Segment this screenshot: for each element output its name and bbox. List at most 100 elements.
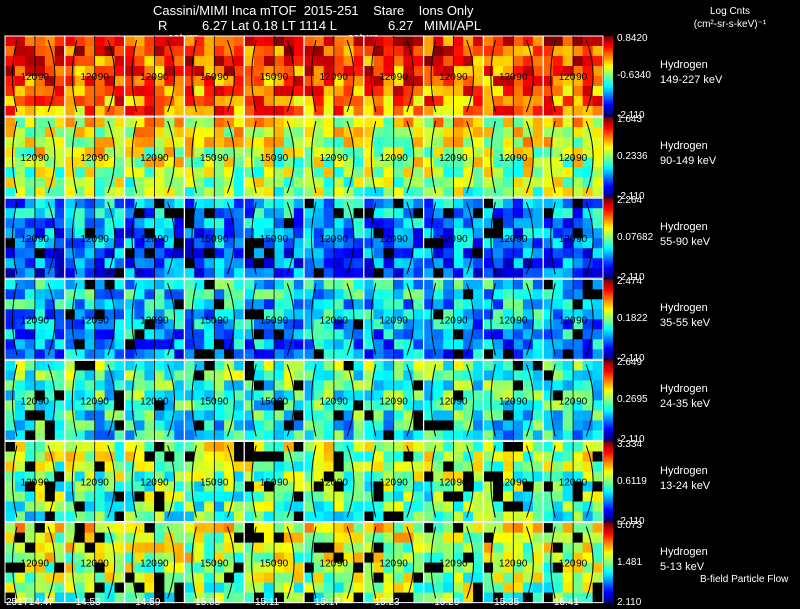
fov-arc [226, 283, 235, 356]
heatmap-cell [64, 279, 76, 290]
heatmap-cell [522, 208, 534, 219]
heatmap-cell [542, 339, 554, 350]
colorbar-segment [604, 200, 613, 203]
heatmap-cell [333, 248, 345, 259]
heatmap-cell [134, 76, 146, 87]
heatmap-cell [293, 532, 305, 544]
heatmap-cell [154, 309, 165, 320]
heatmap-cell [204, 349, 215, 360]
heatmap-cell [54, 319, 66, 330]
heatmap-cell [5, 36, 16, 47]
heatmap-cell [582, 390, 594, 401]
heatmap-cell [114, 441, 126, 453]
heatmap-cell [74, 228, 86, 239]
heatmap-cell [373, 451, 385, 463]
colorbar-segment [604, 560, 613, 564]
fov-arc [585, 526, 594, 599]
heatmap-cell [423, 390, 434, 401]
heatmap-cell [224, 562, 235, 574]
fov-arc [12, 120, 18, 194]
heatmap-cell [84, 380, 96, 391]
heatmap-cell [363, 258, 375, 269]
heatmap-cell [522, 96, 534, 107]
heatmap-cell [413, 198, 424, 209]
heatmap-cell [572, 562, 584, 574]
heatmap-cell [572, 329, 584, 340]
heatmap-cell [164, 167, 175, 178]
heatmap-cell [254, 117, 265, 128]
heatmap-cell [214, 319, 225, 330]
heatmap-cell [463, 157, 474, 168]
frame-label: 120 [379, 396, 396, 407]
heatmap-cell [44, 532, 56, 544]
heatmap-cell [512, 238, 524, 249]
heatmap-cell [493, 380, 504, 391]
heatmap-cell [333, 268, 345, 279]
heatmap-cell [552, 56, 564, 67]
colorbar-segment [604, 108, 613, 111]
heatmap-cell [34, 441, 46, 453]
heatmap-cell [493, 238, 504, 249]
heatmap-cell [343, 441, 355, 453]
heatmap-cell [383, 218, 395, 229]
heatmap-cell [562, 451, 574, 463]
fov-arc [107, 202, 116, 275]
heatmap-cell [224, 420, 235, 431]
heatmap-cell [483, 299, 494, 310]
heatmap-cell [453, 360, 464, 371]
heatmap-cell [74, 137, 86, 148]
heatmap-cell [383, 309, 395, 320]
heatmap-cell [532, 106, 544, 117]
heatmap-cell [134, 380, 146, 391]
heatmap-cell [323, 106, 335, 117]
fov-arc [286, 445, 295, 518]
heatmap-cell [154, 522, 165, 534]
colorbar-segment [604, 357, 613, 360]
heatmap-cell [64, 461, 76, 473]
heatmap-cell [343, 36, 355, 47]
fov-arc [12, 283, 18, 356]
heatmap-cell [64, 198, 76, 209]
heatmap-cell [224, 511, 235, 523]
frame-label: 120 [439, 234, 456, 245]
heatmap-cell [104, 218, 116, 229]
heatmap-cell [154, 491, 165, 503]
heatmap-cell [5, 228, 16, 239]
heatmap-cell [512, 390, 524, 401]
heatmap-cell [463, 238, 474, 249]
heatmap-cell [512, 127, 524, 138]
heatmap-cell [423, 400, 434, 411]
heatmap-cell [333, 127, 345, 138]
heatmap-cell [503, 319, 514, 330]
heatmap-cell [552, 228, 564, 239]
heatmap-cell [383, 592, 395, 604]
colorbar-segment [604, 451, 613, 454]
heatmap-cell [64, 441, 76, 453]
heatmap-cell [512, 441, 524, 453]
heatmap-cell [84, 76, 96, 87]
heatmap-cell [204, 420, 215, 431]
heatmap-cell [224, 532, 235, 544]
colorbar-mid-label: 0.1822 [617, 313, 648, 325]
colorbar-segment [604, 48, 613, 51]
colorbar-max-label: 3.334 [617, 438, 643, 450]
fov-arc [71, 283, 78, 356]
heatmap-cell [224, 410, 235, 421]
heatmap-cell [303, 592, 315, 604]
heatmap-cell [483, 532, 494, 544]
heatmap-cell [423, 329, 434, 340]
heatmap-cell [423, 127, 434, 138]
heatmap-cell [114, 360, 126, 371]
heatmap-cell [393, 117, 404, 128]
heatmap-cell [74, 410, 86, 421]
heatmap-cell [293, 572, 305, 584]
heatmap-cell [84, 117, 96, 128]
heatmap-cell [443, 481, 454, 493]
heatmap-cell [174, 258, 185, 269]
heatmap-cell [24, 491, 36, 503]
heatmap-cell [204, 228, 215, 239]
heatmap-cell [363, 46, 375, 57]
colorbar-segment [604, 175, 613, 178]
heatmap-cell [542, 96, 554, 107]
heatmap-cell [174, 441, 185, 453]
